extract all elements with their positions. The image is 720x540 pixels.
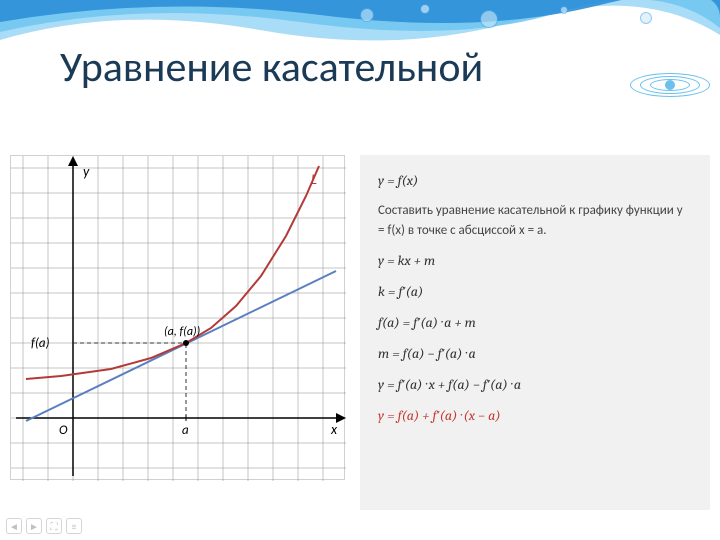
next-icon[interactable]: ► [26,518,42,534]
menu-icon[interactable]: ≡ [66,518,82,534]
prev-icon[interactable]: ◄ [6,518,22,534]
chart-svg: y x Oa f(a) (a, f(a)) L [11,156,346,481]
svg-text:O: O [59,423,68,438]
slide-controls: ◄ ► ⛶ ≡ [6,518,82,534]
formula-fx: y = f(x) [378,170,692,191]
formula-panel: y = f(x) Составить уравнение касательной… [360,155,710,510]
content-area: y x Oa f(a) (a, f(a)) L y = f(x) Составить ур… [10,155,710,510]
expand-icon[interactable]: ⛶ [46,518,62,534]
svg-text:f(a): f(a) [31,336,50,351]
svg-text:x: x [330,421,338,438]
formula-fa: f(a) = f′(a) · a + m [378,312,692,333]
svg-text:(a, f(a)): (a, f(a)) [164,325,200,339]
tangent-chart: y x Oa f(a) (a, f(a)) L [10,155,345,480]
svg-text:a: a [182,423,189,438]
formula-m: m = f(a) − f′(a) · a [378,343,692,364]
problem-text: Составить уравнение касательной к график… [378,201,692,240]
formula-y: y = f′(a) · x + f(a) − f′(a) · a [378,374,692,395]
svg-text:y: y [83,163,90,180]
formula-final: y = f(a) + f′(a) · (x − a) [378,405,692,426]
page-title: Уравнение касательной [60,42,483,93]
svg-text:L: L [311,171,317,188]
formula-k: k = f′(a) [378,281,692,302]
formula-linear: y = kx + m [378,250,692,271]
